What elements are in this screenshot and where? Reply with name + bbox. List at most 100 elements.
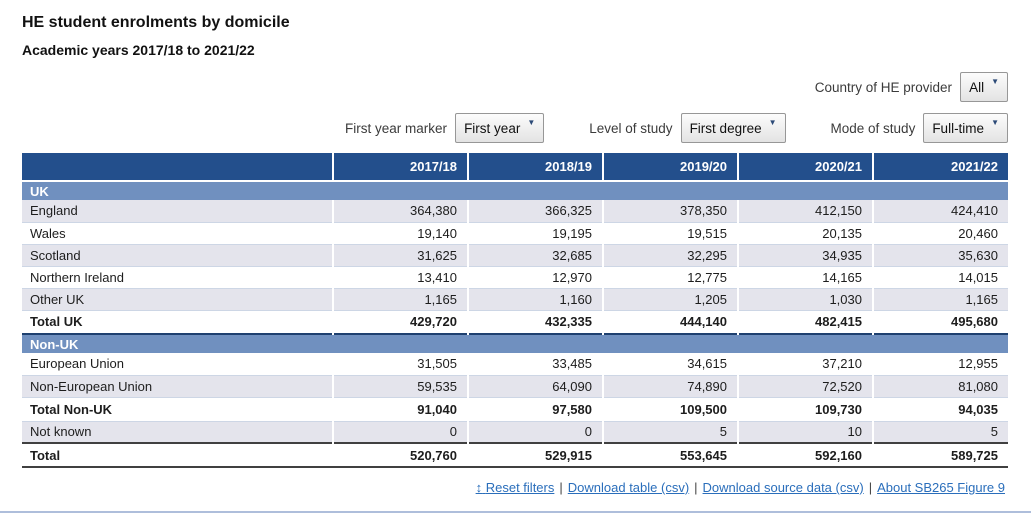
table-cell: 1,205 <box>602 288 738 311</box>
table-cell: 432,335 <box>467 310 603 335</box>
table-cell: 33,485 <box>467 353 603 376</box>
table-cell: 34,935 <box>737 244 873 267</box>
table-cell: 109,500 <box>602 397 738 422</box>
table-cell: 529,915 <box>467 442 603 468</box>
page-title: HE student enrolments by domicile <box>22 14 290 31</box>
level-dropdown-value: First degree <box>689 120 762 136</box>
section-row-uk: UK <box>22 181 1008 200</box>
table-cell: 0 <box>467 421 603 444</box>
table-cell: 589,725 <box>872 442 1008 468</box>
mode-dropdown-value: Full-time <box>932 120 985 136</box>
table-cell: 12,955 <box>872 353 1008 376</box>
table-cell: 412,150 <box>737 200 873 223</box>
table-row: Not known 0 0 5 10 5 <box>22 421 1008 444</box>
reset-filters-icon: ↕ <box>475 480 483 495</box>
year-column-header: 2020/21 <box>737 153 873 182</box>
year-column-header: 2017/18 <box>332 153 468 182</box>
download-table-link[interactable]: Download table (csv) <box>567 480 690 495</box>
table-cell: 5 <box>602 421 738 444</box>
table-cell: 20,460 <box>872 222 1008 245</box>
table-cell: 74,890 <box>602 375 738 398</box>
total-uk-row: Total UK 429,720 432,335 444,140 482,415… <box>22 310 1008 335</box>
table-cell: 1,165 <box>872 288 1008 311</box>
table-row: Wales 19,140 19,195 19,515 20,135 20,460 <box>22 222 1008 245</box>
table-cell: 94,035 <box>872 397 1008 422</box>
first-year-dropdown[interactable]: First year ▼ <box>455 113 545 143</box>
table-cell: 1,165 <box>332 288 468 311</box>
table-cell: 31,505 <box>332 353 468 376</box>
table-row: Other UK 1,165 1,160 1,205 1,030 1,165 <box>22 288 1008 311</box>
table-cell: 364,380 <box>332 200 468 223</box>
table-cell: 37,210 <box>737 353 873 376</box>
table-cell: 72,520 <box>737 375 873 398</box>
table-cell: 424,410 <box>872 200 1008 223</box>
table-cell: 444,140 <box>602 310 738 335</box>
table-cell: 14,015 <box>872 266 1008 289</box>
country-dropdown[interactable]: All ▼ <box>960 72 1008 102</box>
section-label: UK <box>22 181 1008 200</box>
table-cell: 81,080 <box>872 375 1008 398</box>
row-label: England <box>22 200 333 223</box>
about-figure-link[interactable]: About SB265 Figure 9 <box>877 480 1005 495</box>
table-cell: 32,295 <box>602 244 738 267</box>
table-corner-cell <box>22 153 333 182</box>
table-cell: 366,325 <box>467 200 603 223</box>
first-year-filter-label: First year marker <box>345 120 448 136</box>
chevron-down-icon: ▼ <box>991 77 999 86</box>
table-cell: 19,140 <box>332 222 468 245</box>
table-row: Non-European Union 59,535 64,090 74,890 … <box>22 375 1008 398</box>
level-filter-label: Level of study <box>589 120 673 136</box>
country-filter-label: Country of HE provider <box>814 79 953 95</box>
level-dropdown[interactable]: First degree ▼ <box>680 113 786 143</box>
table-row: Scotland 31,625 32,685 32,295 34,935 35,… <box>22 244 1008 267</box>
row-label: Total UK <box>22 310 333 335</box>
year-column-header: 2018/19 <box>467 153 603 182</box>
first-year-dropdown-value: First year <box>464 120 521 136</box>
table-cell: 1,030 <box>737 288 873 311</box>
table-cell: 64,090 <box>467 375 603 398</box>
table-row: European Union 31,505 33,485 34,615 37,2… <box>22 353 1008 376</box>
footer-links: ↕ Reset filters | Download table (csv) | Dow… <box>22 480 1008 495</box>
bottom-divider <box>0 511 1031 513</box>
table-cell: 378,350 <box>602 200 738 223</box>
table-cell: 1,160 <box>467 288 603 311</box>
table-cell: 31,625 <box>332 244 468 267</box>
table-cell: 14,165 <box>737 266 873 289</box>
first-year-filter-group: First year marker First year ▼ <box>345 113 545 143</box>
page-subtitle: Academic years 2017/18 to 2021/22 <box>22 42 255 58</box>
row-label: Northern Ireland <box>22 266 333 289</box>
table-cell: 19,195 <box>467 222 603 245</box>
country-filter-row: Country of HE provider All ▼ <box>22 72 1008 102</box>
table-cell: 59,535 <box>332 375 468 398</box>
reset-filters-link[interactable]: ↕ Reset filters <box>476 480 555 495</box>
mode-dropdown[interactable]: Full-time ▼ <box>923 113 1008 143</box>
row-label: European Union <box>22 353 333 376</box>
table-cell: 0 <box>332 421 468 444</box>
grand-total-row: Total 520,760 529,915 553,645 592,160 58… <box>22 442 1008 468</box>
table-cell: 12,970 <box>467 266 603 289</box>
download-source-data-link[interactable]: Download source data (csv) <box>702 480 864 495</box>
table-cell: 34,615 <box>602 353 738 376</box>
section-row-non-uk: Non-UK <box>22 333 1008 353</box>
table-row: England 364,380 366,325 378,350 412,150 … <box>22 200 1008 223</box>
table-cell: 97,580 <box>467 397 603 422</box>
table-header-row: 2017/18 2018/19 2019/20 2020/21 2021/22 <box>22 153 1008 182</box>
level-filter-group: Level of study First degree ▼ <box>589 113 786 143</box>
separator: | <box>694 480 698 495</box>
row-label: Other UK <box>22 288 333 311</box>
enrolments-table: 2017/18 2018/19 2019/20 2020/21 2021/22 … <box>22 153 1008 468</box>
mode-filter-label: Mode of study <box>830 120 916 136</box>
year-column-header: 2019/20 <box>602 153 738 182</box>
table-cell: 20,135 <box>737 222 873 245</box>
row-label: Total Non-UK <box>22 397 333 422</box>
table-cell: 13,410 <box>332 266 468 289</box>
country-dropdown-value: All <box>969 79 985 95</box>
row-label: Non-European Union <box>22 375 333 398</box>
separator: | <box>868 480 873 495</box>
table-cell: 553,645 <box>602 442 738 468</box>
separator: | <box>559 480 563 495</box>
table-cell: 19,515 <box>602 222 738 245</box>
table-cell: 429,720 <box>332 310 468 335</box>
row-label: Wales <box>22 222 333 245</box>
